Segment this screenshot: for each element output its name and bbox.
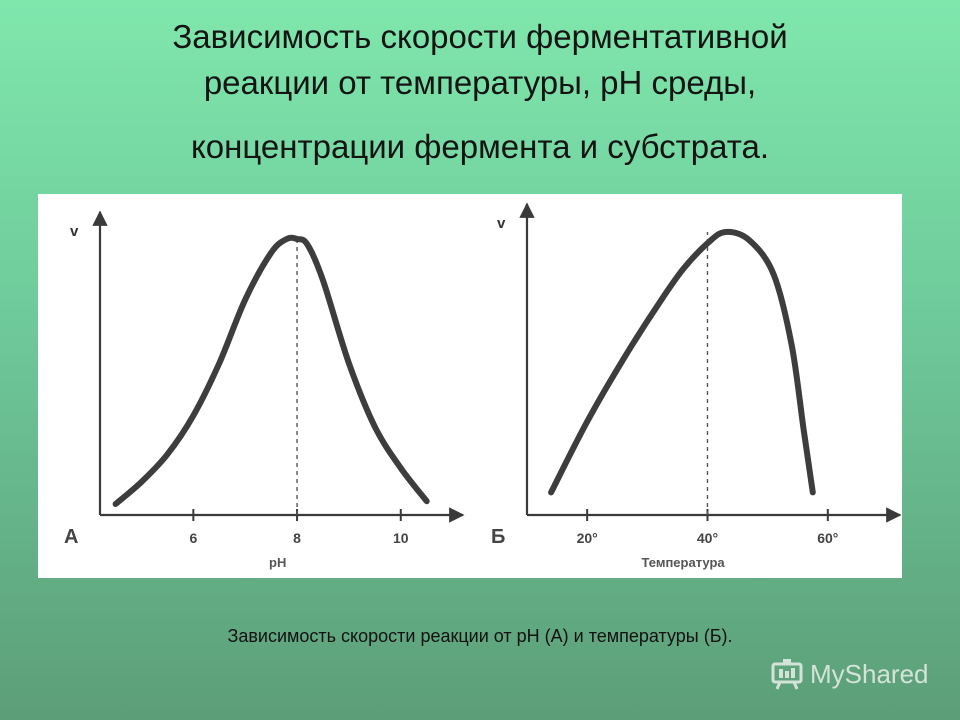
x-axis-label-1: pH (269, 555, 286, 570)
presentation-board-icon (771, 659, 803, 690)
title-line-3: концентрации фермента и субстрата. (191, 128, 769, 165)
x-tick-label-2-1: 20° (577, 530, 598, 546)
x-axis-label-2: Температура (641, 555, 725, 570)
figure-caption: Зависимость скорости реакции от pH (А) и… (227, 626, 733, 646)
x-tick-label-2-2: 40° (697, 530, 718, 546)
brand-text: MyShared (810, 658, 929, 689)
title-line-2: реакции от температуры, pH среды, (203, 64, 757, 101)
x-tick-label-2-3: 60° (817, 530, 838, 546)
charts-svg: v 6 8 10 pH Аv 20° 40° 60° Температура Б (64, 202, 902, 570)
panel-label-1: А (64, 526, 78, 548)
x-tick-label-1-2: 8 (293, 530, 301, 546)
brand-logo[interactable]: MyShared (770, 656, 929, 692)
x-tick-label-1-1: 6 (189, 530, 197, 546)
series-curve-1 (112, 234, 430, 507)
title-line-1: Зависимость скорости ферментативной (172, 18, 788, 55)
y-axis-label-1: v (70, 223, 79, 240)
slide-title: Зависимость скорости ферментативной реак… (0, 14, 960, 170)
x-tick-label-1-3: 10 (393, 530, 409, 546)
panel-label-2: Б (491, 526, 505, 548)
series-curve-2 (548, 228, 816, 496)
y-axis-label-2: v (497, 215, 506, 232)
